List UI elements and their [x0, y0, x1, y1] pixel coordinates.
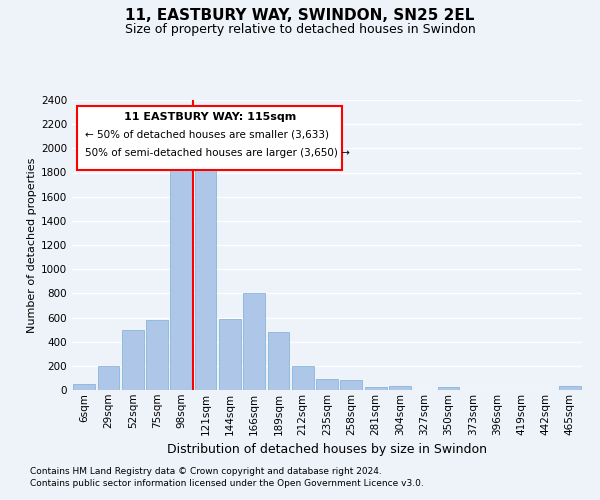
- FancyBboxPatch shape: [77, 106, 342, 170]
- Bar: [73, 384, 95, 390]
- Bar: [146, 320, 168, 390]
- Text: 11 EASTBURY WAY: 115sqm: 11 EASTBURY WAY: 115sqm: [124, 112, 296, 122]
- Text: Size of property relative to detached houses in Swindon: Size of property relative to detached ho…: [125, 22, 475, 36]
- Bar: [340, 380, 362, 390]
- Bar: [122, 330, 143, 390]
- Bar: [559, 386, 581, 390]
- Bar: [268, 332, 289, 390]
- Bar: [365, 387, 386, 390]
- Text: ← 50% of detached houses are smaller (3,633): ← 50% of detached houses are smaller (3,…: [85, 129, 329, 139]
- Bar: [194, 154, 217, 390]
- Bar: [389, 386, 411, 390]
- Y-axis label: Number of detached properties: Number of detached properties: [27, 158, 37, 332]
- Text: 50% of semi-detached houses are larger (3,650) →: 50% of semi-detached houses are larger (…: [85, 148, 350, 158]
- Text: Contains public sector information licensed under the Open Government Licence v3: Contains public sector information licen…: [30, 478, 424, 488]
- Bar: [437, 387, 460, 390]
- Bar: [219, 318, 241, 390]
- Bar: [316, 379, 338, 390]
- Bar: [170, 154, 192, 390]
- Text: Contains HM Land Registry data © Crown copyright and database right 2024.: Contains HM Land Registry data © Crown c…: [30, 467, 382, 476]
- Text: Distribution of detached houses by size in Swindon: Distribution of detached houses by size …: [167, 442, 487, 456]
- Text: 11, EASTBURY WAY, SWINDON, SN25 2EL: 11, EASTBURY WAY, SWINDON, SN25 2EL: [125, 8, 475, 22]
- Bar: [97, 366, 119, 390]
- Bar: [243, 294, 265, 390]
- Bar: [292, 366, 314, 390]
